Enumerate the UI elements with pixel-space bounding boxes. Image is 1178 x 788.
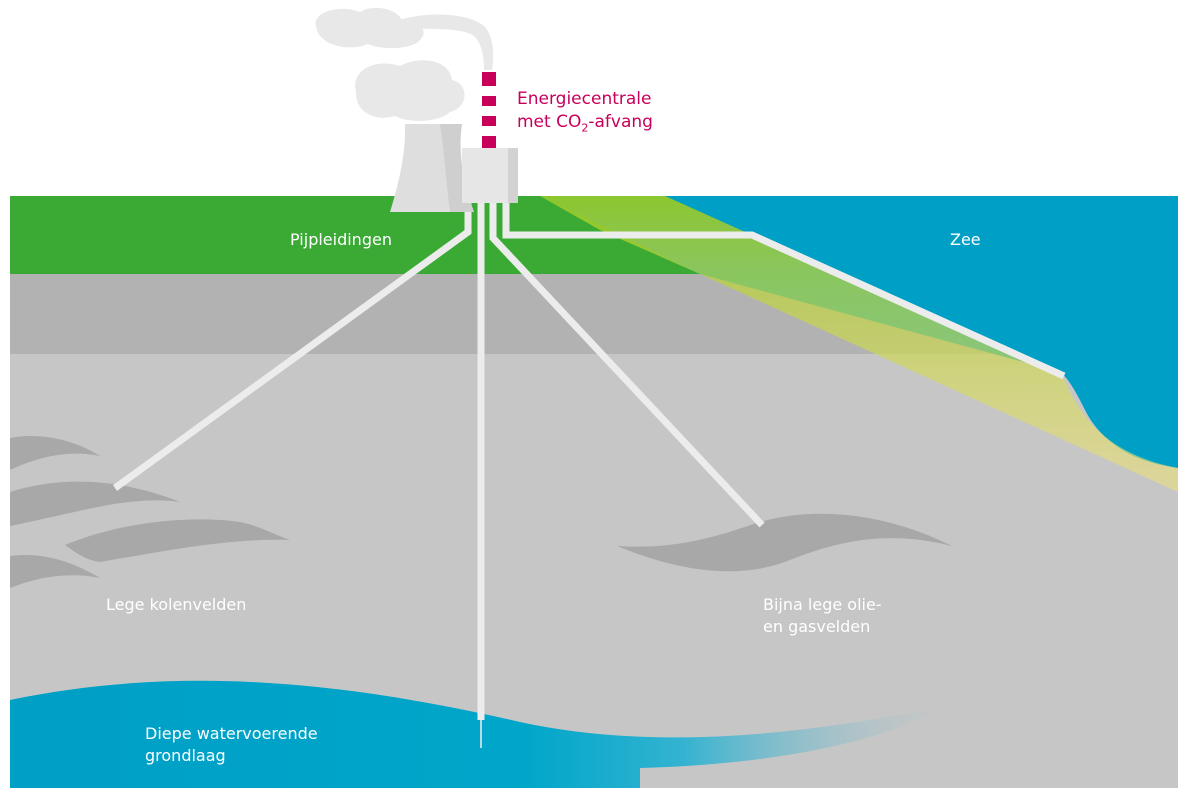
pipelines-label: Pijpleidingen: [290, 230, 392, 249]
sea-slope-beam: [540, 196, 1178, 492]
aquifer-label-line1: Diepe watervoerende: [145, 724, 318, 743]
coal-fields-label: Lege kolenvelden: [106, 595, 247, 614]
aquifer-label-line2: grondlaag: [145, 746, 226, 765]
smoke-clouds: [315, 7, 494, 121]
aquifer: [10, 680, 945, 788]
pipelines: [112, 203, 1066, 720]
power-plant-label: Energiecentrale met CO2-afvang: [517, 88, 653, 139]
oil-gas-label-line2: en gasvelden: [763, 617, 871, 636]
power-plant-label-line1: Energiecentrale: [517, 89, 652, 109]
chimney: [482, 72, 496, 148]
coal-fields: [10, 436, 290, 588]
oil-gas-fields-label: Bijna lege olie- en gasvelden: [763, 594, 882, 638]
oil-gas-label-line1: Bijna lege olie-: [763, 595, 882, 614]
aquifer-label: Diepe watervoerende grondlaag: [145, 723, 318, 767]
plant-line2-pre: met CO: [517, 112, 582, 132]
co2-subscript: 2: [581, 121, 589, 135]
power-plant-label-line2: met CO2-afvang: [517, 111, 653, 139]
sea-label: Zee: [950, 230, 981, 249]
plant-building-side: [508, 148, 518, 203]
oil-gas-field: [617, 513, 952, 572]
plant-line2-post: -afvang: [588, 112, 653, 132]
